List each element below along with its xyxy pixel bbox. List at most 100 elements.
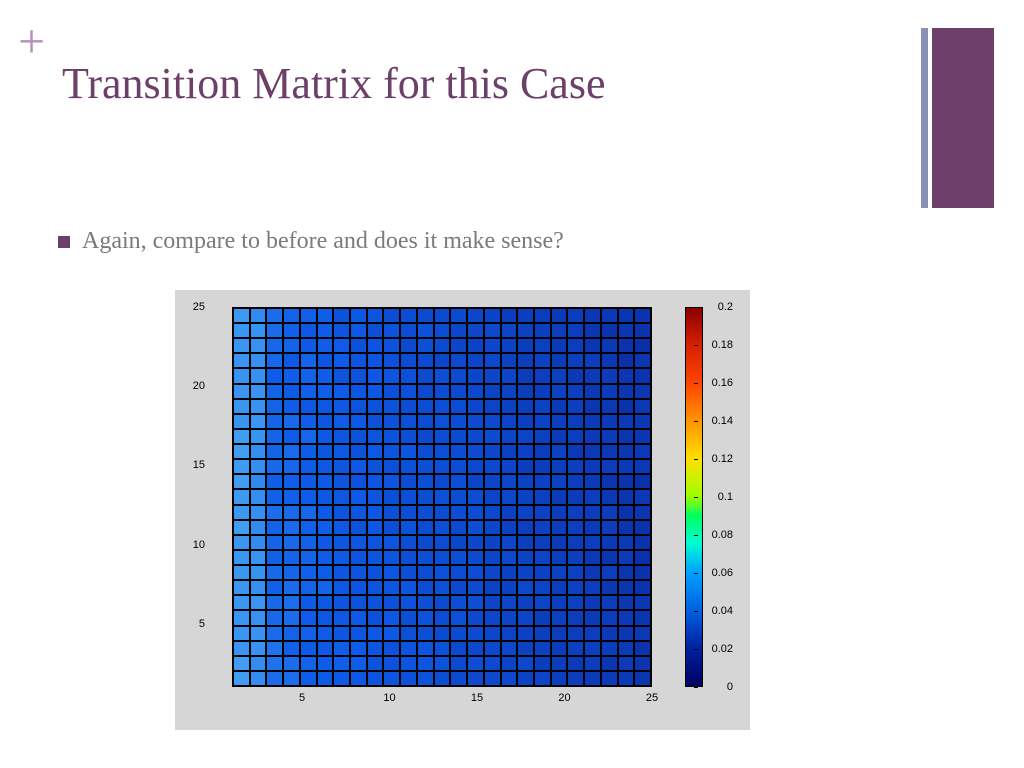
heatmap-cell	[517, 535, 534, 550]
heatmap-cell	[618, 429, 635, 444]
heatmap-cell	[400, 595, 417, 610]
heatmap-cell	[467, 580, 484, 595]
heatmap-cell	[618, 656, 635, 671]
heatmap-cell	[467, 565, 484, 580]
heatmap-cell	[250, 399, 267, 414]
heatmap-cell	[551, 550, 568, 565]
heatmap-cell	[383, 671, 400, 686]
heatmap-cell	[467, 505, 484, 520]
heatmap-cell	[333, 323, 350, 338]
heatmap-cell	[601, 626, 618, 641]
heatmap-cell	[634, 535, 651, 550]
heatmap-cell	[501, 595, 518, 610]
heatmap-cell	[484, 565, 501, 580]
heatmap-cell	[417, 671, 434, 686]
heatmap-cell	[266, 444, 283, 459]
heatmap-chart: 510152025 510152025 00.020.040.060.080.1…	[175, 290, 750, 730]
heatmap-cell	[618, 353, 635, 368]
heatmap-cell	[501, 505, 518, 520]
heatmap-cell	[300, 626, 317, 641]
heatmap-cell	[467, 671, 484, 686]
heatmap-cell	[584, 429, 601, 444]
heatmap-cell	[367, 414, 384, 429]
heatmap-cell	[367, 323, 384, 338]
heatmap-cell	[417, 323, 434, 338]
colorbar-tick-label: 0.12	[712, 453, 733, 465]
heatmap-cell	[283, 368, 300, 383]
heatmap-cell	[534, 641, 551, 656]
heatmap-cell	[467, 429, 484, 444]
heatmap-cell	[501, 641, 518, 656]
heatmap-cell	[517, 399, 534, 414]
heatmap-cell	[300, 414, 317, 429]
heatmap-cell	[434, 368, 451, 383]
heatmap-cell	[534, 671, 551, 686]
heatmap-cell	[584, 308, 601, 323]
heatmap-cell	[567, 580, 584, 595]
heatmap-cell	[534, 505, 551, 520]
heatmap-cell	[618, 474, 635, 489]
heatmap-cell	[400, 565, 417, 580]
heatmap-cell	[233, 444, 250, 459]
heatmap-cell	[367, 489, 384, 504]
heatmap-cell	[317, 368, 334, 383]
heatmap-cell	[283, 641, 300, 656]
x-tick-label: 20	[558, 692, 570, 704]
heatmap-cell	[250, 489, 267, 504]
heatmap-cell	[233, 505, 250, 520]
heatmap-cell	[501, 368, 518, 383]
heatmap-cell	[634, 323, 651, 338]
heatmap-cell	[601, 489, 618, 504]
y-tick-label: 5	[199, 618, 205, 630]
heatmap-cell	[333, 641, 350, 656]
heatmap-cell	[601, 641, 618, 656]
heatmap-cell	[283, 595, 300, 610]
heatmap-cell	[551, 505, 568, 520]
heatmap-cell	[634, 656, 651, 671]
heatmap-cell	[551, 641, 568, 656]
heatmap-cell	[601, 399, 618, 414]
heatmap-cell	[350, 414, 367, 429]
heatmap-cell	[400, 353, 417, 368]
colorbar-tick-label: 0.08	[712, 529, 733, 541]
heatmap-cell	[534, 535, 551, 550]
heatmap-cell	[283, 626, 300, 641]
corner-decoration	[921, 28, 994, 208]
heatmap-cell	[450, 429, 467, 444]
heatmap-cell	[467, 535, 484, 550]
heatmap-cell	[467, 368, 484, 383]
heatmap-cell	[417, 444, 434, 459]
heatmap-cell	[333, 565, 350, 580]
heatmap-cell	[383, 565, 400, 580]
heatmap-cell	[367, 353, 384, 368]
heatmap-cell	[517, 353, 534, 368]
heatmap-cell	[501, 429, 518, 444]
heatmap-cell	[350, 429, 367, 444]
heatmap-cell	[350, 368, 367, 383]
heatmap-cell	[484, 429, 501, 444]
heatmap-cell	[567, 429, 584, 444]
heatmap-cell	[350, 671, 367, 686]
y-tick-label: 25	[193, 301, 205, 313]
heatmap-cell	[283, 444, 300, 459]
heatmap-cell	[250, 353, 267, 368]
heatmap-cell	[618, 459, 635, 474]
heatmap-cell	[300, 474, 317, 489]
heatmap-cell	[400, 641, 417, 656]
heatmap-cell	[551, 429, 568, 444]
heatmap-cell	[601, 444, 618, 459]
heatmap-cell	[467, 626, 484, 641]
heatmap-cell	[551, 520, 568, 535]
heatmap-cell	[300, 565, 317, 580]
heatmap-cell	[601, 595, 618, 610]
heatmap-cell	[283, 580, 300, 595]
heatmap-cell	[383, 656, 400, 671]
heatmap-cell	[350, 550, 367, 565]
heatmap-cell	[367, 671, 384, 686]
heatmap-cell	[434, 671, 451, 686]
heatmap-cell	[250, 535, 267, 550]
heatmap-cell	[367, 565, 384, 580]
heatmap-cell	[634, 399, 651, 414]
heatmap-cell	[367, 429, 384, 444]
heatmap-cell	[634, 626, 651, 641]
